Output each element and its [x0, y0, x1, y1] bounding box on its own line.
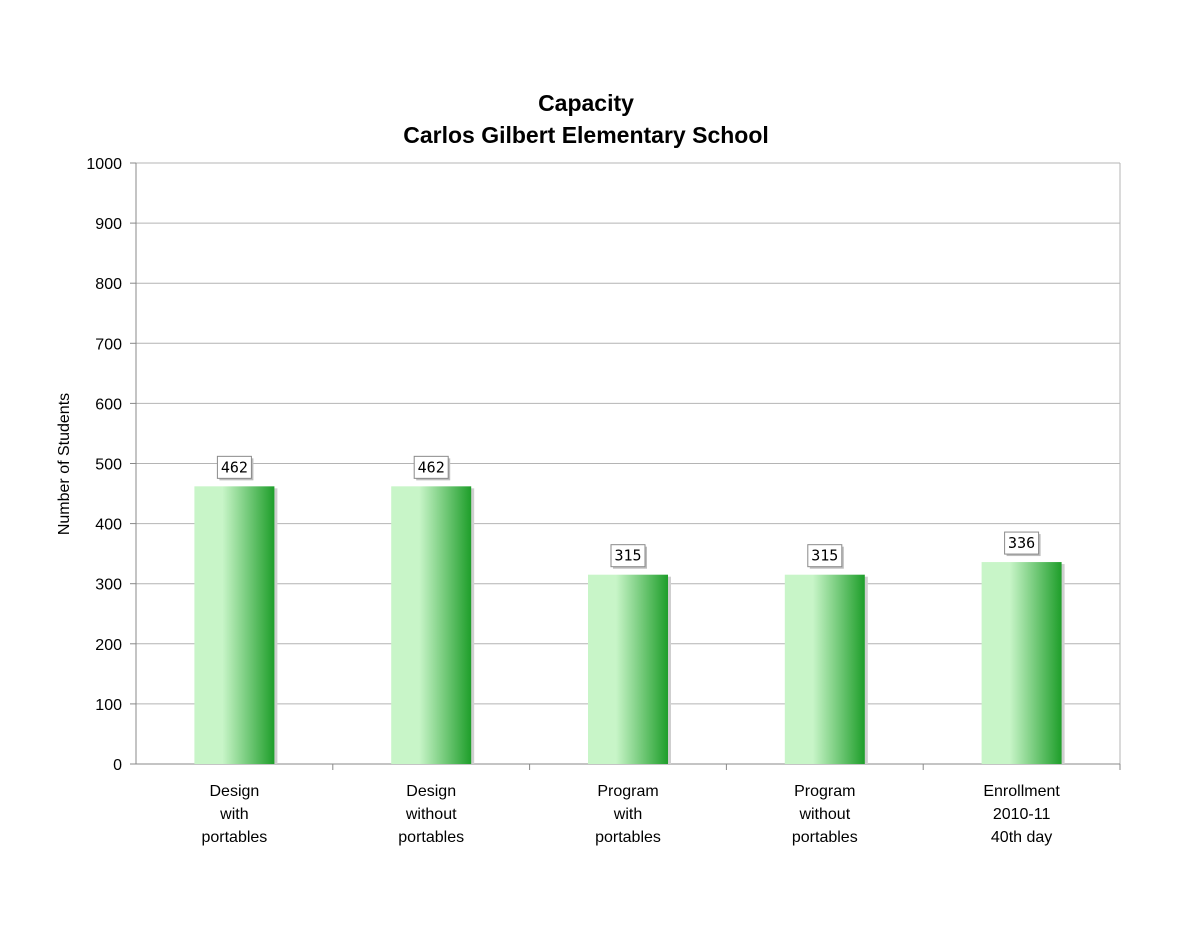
- bar: [391, 486, 472, 764]
- x-category-label: portables: [201, 829, 267, 846]
- y-tick-label: 500: [95, 457, 122, 474]
- chart-title-group: Capacity Carlos Gilbert Elementary School: [403, 90, 769, 148]
- x-category-label: 40th day: [991, 829, 1052, 846]
- gridlines: [136, 162, 1120, 705]
- bar: [588, 574, 668, 764]
- data-label-box: [216, 455, 252, 479]
- data-label: 336: [1008, 534, 1035, 552]
- x-category-label: Enrollment: [983, 783, 1060, 800]
- bar: [194, 486, 275, 764]
- y-axis-title-group: Number of Students: [56, 393, 73, 535]
- bar: [784, 574, 865, 764]
- y-tick-labels: 0 100 200 300 400 500 600 700 800 900 1000: [86, 156, 136, 774]
- x-category-label: portables: [398, 829, 464, 846]
- x-category-label: Program: [794, 783, 855, 800]
- data-label-box: [610, 544, 646, 568]
- data-label-box: [1004, 531, 1040, 555]
- y-tick-label: 700: [95, 336, 122, 353]
- y-tick-label: 600: [95, 396, 122, 413]
- y-tick-label: 0: [113, 757, 122, 774]
- x-category-label: without: [798, 806, 850, 823]
- data-label: 462: [418, 458, 445, 476]
- y-tick-label: 1000: [86, 156, 122, 173]
- x-category-label: portables: [792, 829, 858, 846]
- x-category-label: Design: [406, 783, 456, 800]
- x-category-labels: Design with portables Design without portable…: [201, 764, 1121, 846]
- y-tick-label: 900: [95, 216, 122, 233]
- bar: [981, 562, 1062, 764]
- data-label: 315: [614, 547, 641, 565]
- x-category-label: with: [613, 806, 642, 823]
- data-label-box: [807, 544, 843, 568]
- data-label: 315: [811, 547, 838, 565]
- x-category-label: without: [405, 806, 457, 823]
- x-category-label: 2010-11: [993, 806, 1051, 823]
- x-category-label: with: [219, 806, 248, 823]
- chart-title-line: Capacity: [538, 90, 634, 116]
- data-label-box: [413, 455, 449, 479]
- data-label: 462: [221, 458, 248, 476]
- bars: [194, 486, 1065, 764]
- y-tick-label: 100: [95, 697, 122, 714]
- y-axis-title: Number of Students: [56, 393, 73, 535]
- chart-title-line: Carlos Gilbert Elementary School: [403, 122, 769, 148]
- x-category-label: portables: [595, 829, 661, 846]
- y-tick-label: 300: [95, 577, 122, 594]
- y-tick-label: 400: [95, 517, 122, 534]
- y-tick-label: 800: [95, 276, 122, 293]
- x-category-label: Program: [597, 783, 658, 800]
- y-tick-label: 200: [95, 637, 122, 654]
- data-labels: 462 462 315 315 336: [216, 455, 1041, 569]
- x-category-label: Design: [209, 783, 259, 800]
